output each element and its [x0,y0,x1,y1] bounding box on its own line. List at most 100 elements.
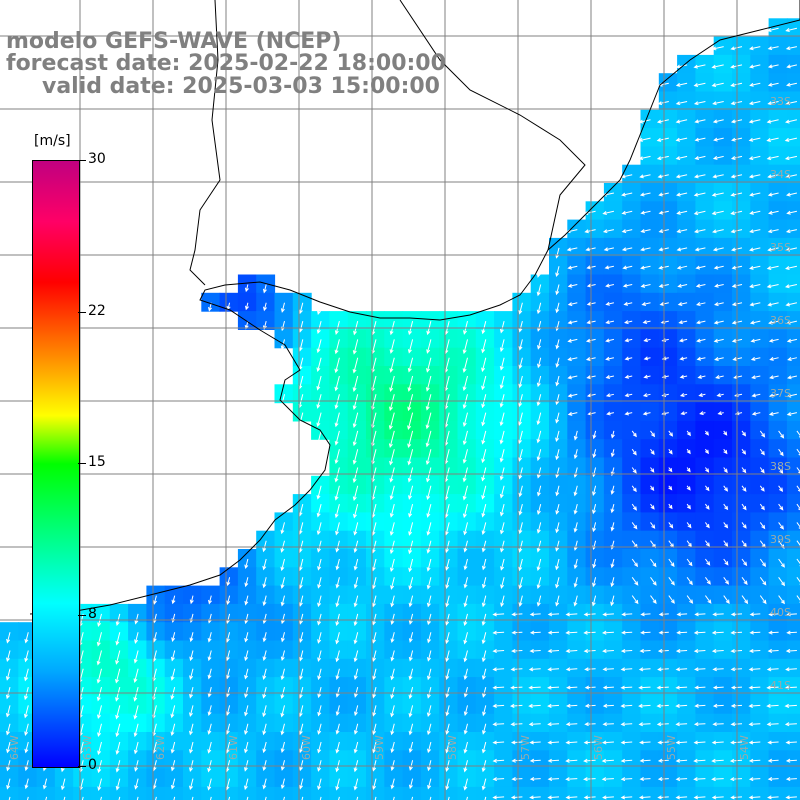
wind-arrow [547,630,560,635]
wind-arrow [462,357,468,373]
wind-speed-cell [695,549,715,568]
wind-speed-cell [201,640,221,660]
wind-speed-cell [585,347,605,367]
wind-speed-cell [567,439,587,459]
wind-speed-cell [585,786,605,800]
wind-speed-cell [292,366,312,385]
wind-speed-cell [475,494,495,513]
wind-speed-cell [329,677,349,696]
wind-arrow [536,412,542,426]
wind-speed-cell [567,677,587,696]
wind-speed-cell [567,567,587,587]
wind-speed-cell [786,585,800,605]
wind-speed-cell [512,640,532,660]
wind-arrow [244,613,249,625]
wind-speed-cell [91,786,111,800]
wind-speed-cell [677,695,696,715]
wind-arrow [601,777,614,782]
wind-speed-cell [439,750,459,770]
wind-speed-cell [311,732,330,751]
wind-arrow [518,394,523,408]
wind-arrow [371,558,377,572]
wind-speed-cell [530,512,550,532]
wind-speed-cell [585,512,605,532]
wind-speed-cell [677,329,696,349]
wind-arrow [711,64,724,69]
wind-arrow [352,357,359,374]
wind-arrow [694,174,706,179]
wind-arrow [749,64,761,69]
wind-speed-cell [530,603,550,623]
wind-arrow [335,741,340,754]
wind-speed-cell [713,402,733,422]
wind-speed-cell [73,768,93,788]
wind-arrow [693,630,706,635]
wind-speed-cell [512,292,532,312]
wind-arrow [741,558,748,567]
wind-speed-cell [347,732,367,751]
wind-speed-cell [457,695,477,715]
wind-speed-cell [585,457,605,477]
wind-speed-cell [549,384,568,404]
wind-speed-cell [750,73,770,93]
colorbar [32,160,80,768]
wind-speed-cell [292,713,312,733]
wind-arrow [335,613,340,627]
wind-arrow [170,760,176,772]
wind-speed-cell [750,36,770,56]
wind-speed-cell [585,420,605,440]
wind-arrow [785,46,798,51]
wind-speed-cell [292,640,312,660]
wind-arrow [481,375,487,391]
wind-speed-cell [512,695,532,715]
wind-arrow [768,630,779,635]
wind-arrow [704,558,711,566]
wind-arrow [759,448,765,456]
wind-speed-cell [274,603,294,623]
wind-arrow [427,650,432,662]
wind-arrow [555,467,560,479]
wind-arrow [299,760,304,772]
wind-speed-cell [292,768,312,788]
wind-speed-cell [585,677,605,696]
wind-speed-cell [732,366,751,385]
wind-speed-cell [439,768,459,788]
wind-arrow [750,338,761,343]
wind-arrow [555,357,560,368]
wind-arrow [463,522,468,536]
wind-arrow [445,705,450,717]
wind-speed-cell [786,622,800,642]
wind-arrow [24,723,29,736]
wind-arrow [352,375,359,392]
wind-arrow [686,595,694,604]
wind-arrow [686,577,693,586]
wind-speed-cell [329,530,349,550]
wind-speed-cell [585,622,605,642]
wind-arrow [484,796,487,800]
lat-label: 36S [770,314,791,327]
wind-speed-cell [36,768,56,788]
wind-speed-cell [494,420,513,440]
wind-arrow [586,283,596,288]
wind-arrow [500,522,505,535]
wind-arrow [766,667,779,672]
wind-arrow [748,758,761,763]
wind-arrow [605,338,615,343]
wind-speed-cell [567,219,587,239]
wind-speed-cell [494,329,513,349]
wind-speed-cell [420,457,440,477]
wind-arrow [388,412,395,430]
wind-speed-cell [732,402,751,422]
wind-arrow [319,796,322,800]
wind-arrow [335,778,340,791]
wind-speed-cell [658,311,678,330]
wind-speed-cell [128,768,147,788]
wind-speed-cell [219,786,239,800]
wind-speed-cell [622,695,642,715]
wind-arrow [605,283,615,288]
wind-arrow [610,595,615,607]
wind-speed-cell [384,311,404,330]
wind-arrow [712,722,724,727]
wind-arrow [712,229,724,234]
wind-arrow [686,503,691,510]
